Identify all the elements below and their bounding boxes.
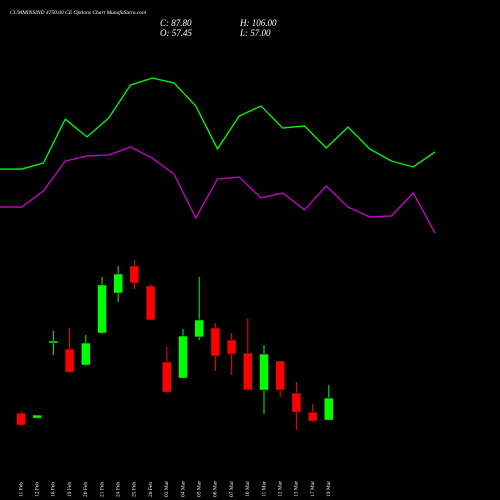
candle-body — [291, 392, 302, 413]
candle-body — [32, 414, 42, 419]
x-tick-label: 28 Feb — [148, 482, 154, 497]
x-tick-label: 07 Mar — [229, 481, 235, 497]
candle-body — [16, 412, 26, 426]
x-tick-label: 19 Mar — [326, 481, 332, 497]
x-tick-label: 13 Mar — [294, 481, 300, 497]
candle-body — [113, 273, 123, 294]
candle-body — [129, 265, 140, 284]
x-tick-label: 11 Feb — [18, 482, 24, 497]
x-tick-label: 25 Feb — [132, 482, 138, 497]
candle-body — [162, 361, 172, 393]
open-label: O: 57.45 — [160, 28, 192, 38]
indicator-line — [0, 77, 436, 170]
x-tick-label: 17 Mar — [310, 481, 316, 497]
x-tick-label: 06 Mar — [213, 481, 219, 497]
chart-title: CUMMINSIND 4750.00 CE Options Chart Muna… — [10, 9, 146, 16]
x-tick-label: 05 Mar — [196, 481, 202, 497]
low-label: L: 57.00 — [239, 28, 271, 38]
candle-body — [226, 339, 237, 355]
candle-body — [324, 397, 334, 421]
candle-body — [97, 284, 107, 334]
candle-body — [259, 353, 269, 391]
x-tick-label: 12 Mar — [277, 481, 283, 497]
x-tick-label: 21 Feb — [99, 482, 105, 497]
indicator-line — [0, 146, 436, 234]
x-tick-label: 18 Feb — [51, 482, 57, 497]
candle-body — [307, 411, 318, 422]
close-label: C: 87.80 — [160, 18, 192, 28]
candle-body — [64, 348, 75, 373]
x-tick-label: 12 Feb — [34, 482, 40, 497]
x-tick-label: 10 Mar — [245, 481, 251, 497]
x-tick-label: 04 Mar — [180, 481, 186, 497]
candle-body — [81, 342, 91, 366]
x-tick-label: 24 Feb — [115, 482, 121, 497]
candle-body — [178, 335, 188, 379]
x-tick-label: 19 Feb — [67, 482, 73, 497]
candle-body — [275, 360, 285, 391]
candle-body — [210, 327, 221, 357]
x-tick-label: 11 Mar — [261, 481, 267, 497]
x-tick-label: 03 Mar — [164, 481, 170, 497]
candle-body — [243, 352, 253, 391]
x-tick-label: 20 Feb — [83, 482, 89, 497]
high-label: H: 106.00 — [239, 18, 277, 28]
candle-body — [48, 340, 59, 344]
candle-body — [194, 319, 204, 338]
candle-body — [145, 285, 156, 321]
